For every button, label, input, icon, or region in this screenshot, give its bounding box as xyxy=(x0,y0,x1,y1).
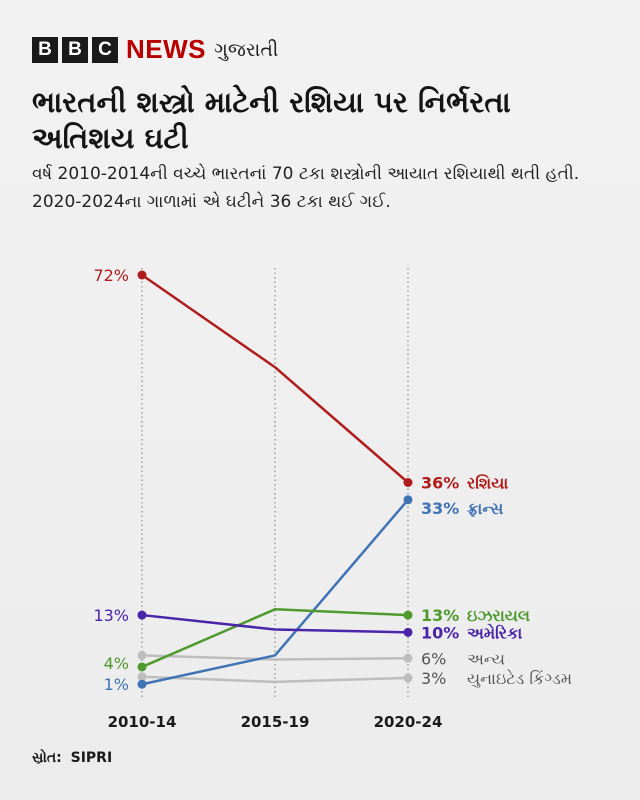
bbc-logo-letter: B xyxy=(62,36,88,63)
chart-title: ભારતની શસ્ત્રો માટેની રશિયા પર નિર્ભરતા … xyxy=(32,85,511,155)
source-label: સ્રોત: xyxy=(32,750,62,766)
series-line-6 xyxy=(141,675,409,684)
end-value-label-2: 33% xyxy=(421,499,459,518)
x-tick-label-2020-24: 2020-24 xyxy=(374,713,443,731)
data-point-4-2020-24 xyxy=(403,627,413,637)
data-point-2-2020-24 xyxy=(403,495,413,505)
data-point-1-2020-24 xyxy=(403,478,413,487)
x-tick-label-2010-14: 2010-14 xyxy=(108,713,177,731)
data-point-2-2010-14 xyxy=(137,679,147,689)
source-value: SIPRI xyxy=(70,750,113,766)
end-value-label-6: 3% xyxy=(421,669,446,688)
bbc-logo-letter: C xyxy=(92,36,118,63)
bbc-logo-letter: B xyxy=(32,36,58,63)
data-point-4-2010-14 xyxy=(137,610,147,620)
start-value-label-4: 13% xyxy=(93,606,129,625)
chart-subtitle: વર્ષ 2010-2014ની વચ્ચે ભારતનાં 70 ટકા શસ… xyxy=(32,164,580,212)
start-value-label-2: 1% xyxy=(104,675,129,694)
series-name-label-3: ઇઝરાયલ xyxy=(467,606,530,625)
start-value-label-3: 4% xyxy=(104,654,129,673)
series-name-label-6: યુનાઇટેડ કિંગ્ડમ xyxy=(467,669,572,688)
data-point-6-2010-14 xyxy=(137,672,147,682)
end-value-label-4: 10% xyxy=(421,623,459,642)
service-name: ગુજરાતી xyxy=(214,38,279,61)
news-wordmark: NEWS xyxy=(126,34,206,64)
source-note: સ્રોત: SIPRI xyxy=(32,750,112,766)
data-point-5-2010-14 xyxy=(137,650,147,660)
data-point-5-2020-24 xyxy=(403,653,413,663)
data-point-6-2020-24 xyxy=(403,673,413,683)
data-point-3-2010-14 xyxy=(137,662,147,672)
series-name-label-2: ફ્રાન્સ xyxy=(467,499,503,518)
series-line-5 xyxy=(141,654,409,661)
series-name-label-4: અમેરિકા xyxy=(467,622,522,642)
series-line-1 xyxy=(141,273,409,484)
x-tick-label-2015-19: 2015-19 xyxy=(241,713,310,731)
bbc-header: B B C NEWS ગુજરાતી xyxy=(32,34,278,65)
end-value-label-3: 13% xyxy=(421,606,459,625)
data-point-3-2020-24 xyxy=(403,610,413,620)
series-line-4 xyxy=(141,613,409,634)
series-line-2 xyxy=(141,498,409,686)
series-name-label-1: રશિયા xyxy=(467,474,508,493)
bbc-logo: B B C xyxy=(32,36,118,63)
start-value-label-1: 72% xyxy=(93,266,129,285)
end-value-label-5: 6% xyxy=(421,649,446,668)
end-value-label-1: 36% xyxy=(421,474,459,493)
series-line-3 xyxy=(141,608,409,669)
data-point-1-2010-14 xyxy=(137,270,147,280)
series-name-label-5: અન્ય xyxy=(467,649,505,668)
